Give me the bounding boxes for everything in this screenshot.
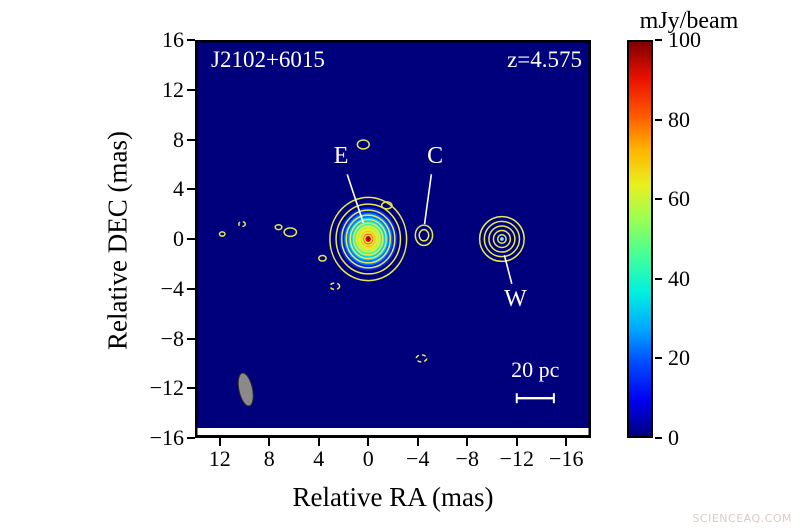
- noise-contour: [318, 254, 327, 262]
- colorbar-tick-label: 100: [668, 27, 701, 52]
- bottom-gap: [197, 428, 589, 435]
- x-tick-label: 8: [263, 446, 275, 471]
- y-tick-label: −8: [160, 325, 184, 351]
- x-tick: [416, 438, 419, 446]
- noise-contour: [218, 231, 226, 237]
- noise-contour: [356, 139, 370, 150]
- colorbar-tick-label: 40: [668, 265, 690, 291]
- y-tick: [187, 437, 195, 439]
- plot-area: E C W 20 pc J2102+6015 z=4.575: [195, 40, 591, 438]
- component-E-contour: [335, 203, 402, 275]
- component-E-contour: [352, 222, 384, 256]
- redshift-label: z=4.575: [507, 47, 582, 72]
- component-E-contour: [364, 234, 373, 244]
- component-W-contour: [478, 215, 525, 263]
- annotation-label-C: C: [427, 143, 443, 169]
- y-tick: [187, 387, 195, 390]
- y-tick: [187, 188, 195, 191]
- colorbar-tick: [655, 437, 662, 439]
- x-tick-label: −4: [406, 446, 430, 471]
- beam-ellipse: [237, 372, 254, 407]
- x-tick: [268, 438, 271, 446]
- x-tick: [367, 438, 370, 446]
- contour-map: E C W 20 pc: [195, 40, 591, 438]
- x-tick-label: −12: [499, 446, 534, 471]
- y-tick: [187, 39, 195, 41]
- y-tick: [187, 337, 195, 340]
- y-axis-label: Relative DEC (mas): [102, 131, 133, 350]
- watermark: SCIENCEAQ.COM: [692, 512, 792, 525]
- x-tick: [218, 438, 221, 446]
- component-W-peak: [500, 237, 504, 241]
- negative-contour: [238, 220, 246, 228]
- y-tick-label: 4: [173, 176, 184, 202]
- y-tick-label: 8: [173, 126, 184, 152]
- component-W-contour: [492, 229, 512, 249]
- colorbar-tick: [655, 277, 662, 280]
- annotation-line-W: [503, 254, 513, 284]
- y-tick: [187, 88, 195, 91]
- component-W-contour: [496, 234, 507, 244]
- y-tick: [187, 287, 195, 290]
- colorbar-tick-label: 60: [668, 186, 690, 212]
- x-tick: [515, 438, 518, 446]
- colorbar-tick-label: 20: [668, 345, 690, 371]
- colorbar-tick: [655, 118, 662, 121]
- colorbar-tick: [655, 39, 662, 41]
- annotation-label-W: W: [504, 286, 527, 312]
- scale-bar-label: 20 pc: [511, 357, 560, 382]
- colorbar: [627, 40, 653, 438]
- y-tick-label: 12: [162, 76, 184, 102]
- annotation-label-E: E: [334, 143, 349, 169]
- plot-frame: [195, 40, 591, 438]
- component-W-contour: [483, 220, 521, 258]
- x-tick: [317, 438, 320, 446]
- component-C-contour: [418, 228, 430, 242]
- component-E-contour: [361, 231, 375, 247]
- annotation-line-E: [346, 174, 365, 224]
- x-tick-label: −8: [455, 446, 479, 471]
- component-E-contour: [358, 228, 378, 250]
- component-E-contour: [355, 225, 381, 253]
- negative-contour: [415, 354, 428, 363]
- negative-contour: [329, 282, 341, 291]
- source-name-label: J2102+6015: [211, 47, 325, 72]
- x-tick: [565, 438, 568, 446]
- y-tick-label: 16: [162, 27, 184, 52]
- component-E-contour: [349, 218, 387, 260]
- component-C-contour: [414, 224, 434, 247]
- colorbar-tick: [655, 357, 662, 360]
- colorbar-tick-label: 80: [668, 106, 690, 132]
- component-E-contour: [329, 196, 408, 282]
- component-E-contour: [345, 214, 392, 264]
- y-tick: [187, 138, 195, 141]
- component-E-contour: [340, 209, 396, 269]
- component-E-fill-ring: [367, 237, 370, 241]
- annotation-line-C: [423, 174, 433, 225]
- x-tick-label: 12: [208, 446, 231, 471]
- x-tick-label: −16: [549, 446, 584, 471]
- y-tick-label: −4: [160, 275, 184, 301]
- x-tick: [466, 438, 469, 446]
- x-tick-label: 0: [362, 446, 374, 471]
- colorbar-title: mJy/beam: [639, 8, 739, 34]
- y-tick: [187, 238, 195, 240]
- noise-contour: [274, 223, 283, 231]
- colorbar-tick: [655, 198, 662, 201]
- y-tick-label: −12: [149, 375, 184, 401]
- colorbar-tick-label: 0: [668, 425, 679, 450]
- noise-contour: [283, 227, 298, 238]
- y-tick-label: 0: [173, 226, 184, 251]
- x-axis-label: Relative RA (mas): [292, 482, 494, 512]
- x-tick-label: 4: [313, 446, 325, 471]
- component-W-contour: [488, 225, 516, 253]
- y-tick-label: −16: [149, 425, 184, 450]
